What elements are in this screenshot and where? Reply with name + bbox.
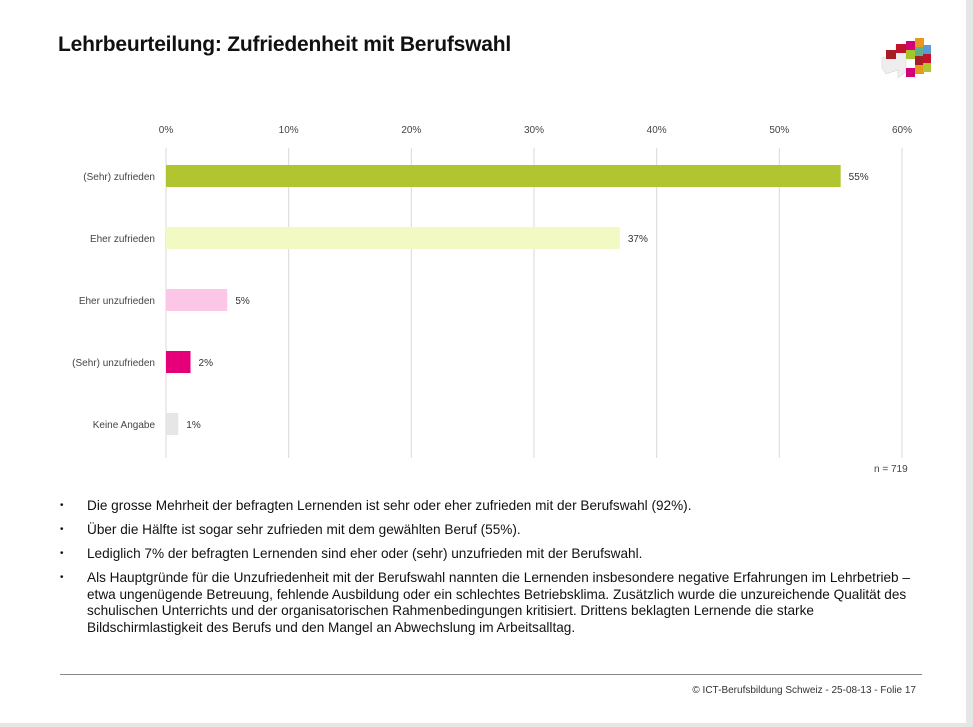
data-label: 2% — [199, 358, 214, 369]
slide-title: Lehrbeurteilung: Zufriedenheit mit Beruf… — [58, 33, 512, 56]
data-label: 5% — [235, 296, 250, 307]
logo-icon — [881, 38, 931, 79]
category-label: (Sehr) unzufrieden — [72, 358, 155, 369]
x-tick-label: 30% — [524, 125, 544, 136]
x-tick-label: 0% — [159, 125, 174, 136]
bar — [166, 413, 179, 435]
bullet-item: Als Hauptgründe für die Unzufriedenheit … — [60, 570, 930, 636]
footer-divider — [60, 674, 922, 675]
category-label: (Sehr) zufrieden — [83, 172, 155, 183]
category-label: Eher zufrieden — [90, 234, 155, 245]
data-label: 55% — [849, 172, 869, 183]
data-label: 37% — [628, 234, 648, 245]
x-tick-label: 10% — [279, 125, 299, 136]
bullet-item: Lediglich 7% der befragten Lernenden sin… — [60, 546, 930, 563]
bar — [166, 351, 191, 373]
bullet-list: Die grosse Mehrheit der befragten Lernen… — [60, 498, 930, 644]
category-label: Eher unzufrieden — [79, 296, 155, 307]
bar-chart: 0% 10% 20% 30% 40% 50% 60% (Sehr) zufrieden 55% E… — [72, 125, 912, 458]
bullet-item: Über die Hälfte ist sogar sehr zufrieden… — [60, 522, 930, 539]
bar — [166, 165, 841, 187]
category-label: Keine Angabe — [93, 420, 156, 431]
bar — [166, 227, 620, 249]
bullet-item: Die grosse Mehrheit der befragten Lernen… — [60, 498, 930, 515]
x-tick-label: 60% — [892, 125, 912, 136]
bar — [166, 289, 228, 311]
footer-text: © ICT-Berufsbildung Schweiz - 25-08-13 -… — [692, 685, 916, 696]
sample-size-note: n = 719 — [874, 464, 908, 475]
data-label: 1% — [186, 420, 201, 431]
x-tick-label: 50% — [769, 125, 789, 136]
x-tick-label: 40% — [647, 125, 667, 136]
x-tick-label: 20% — [401, 125, 421, 136]
